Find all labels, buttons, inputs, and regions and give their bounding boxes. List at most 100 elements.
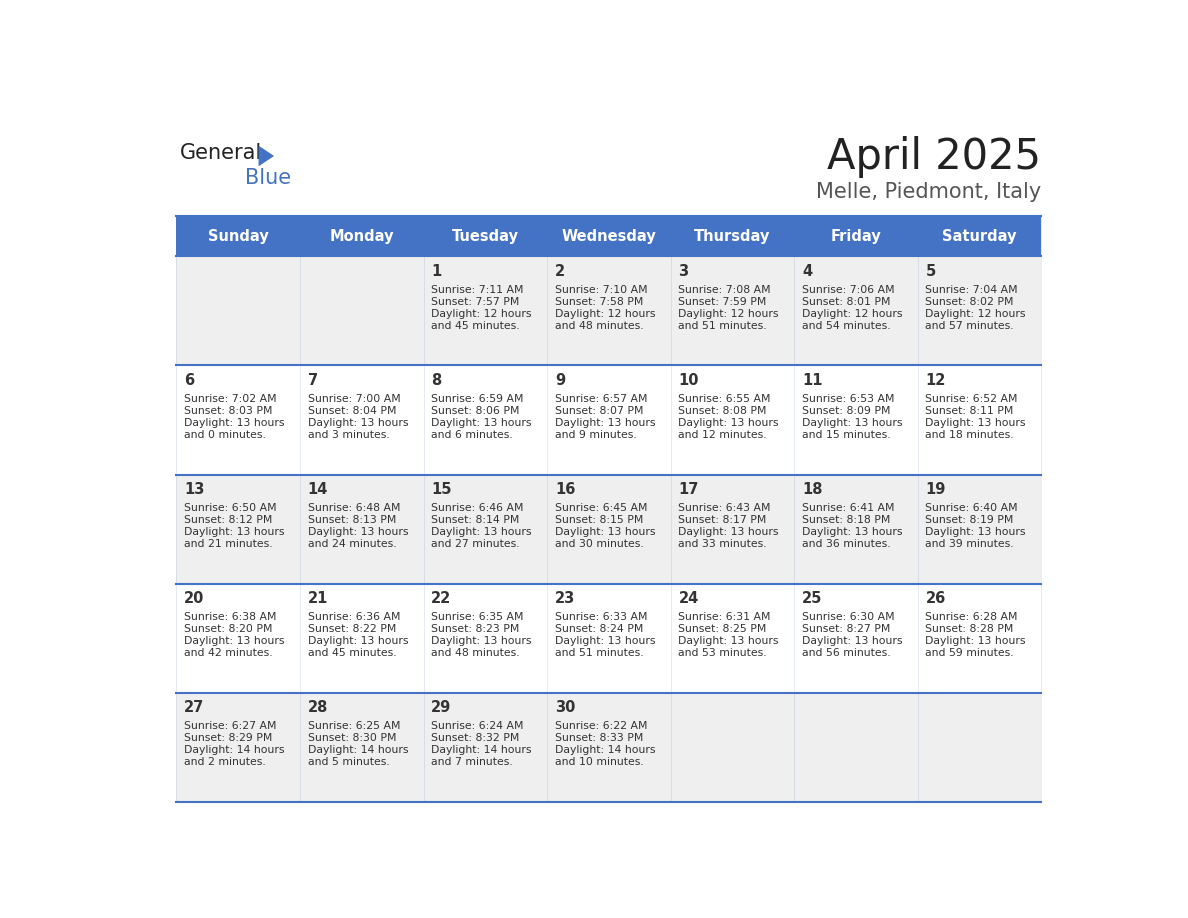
Bar [671,365,795,475]
Text: 9: 9 [555,374,565,388]
Text: Sunrise: 6:38 AM: Sunrise: 6:38 AM [184,612,277,622]
Bar [671,584,795,692]
Bar [795,256,918,365]
Text: Sunset: 8:32 PM: Sunset: 8:32 PM [431,733,519,743]
Text: Sunset: 8:23 PM: Sunset: 8:23 PM [431,624,519,634]
Text: 2: 2 [555,264,565,279]
Bar [176,365,299,475]
Bar [795,475,918,584]
Text: Sunset: 8:14 PM: Sunset: 8:14 PM [431,515,519,525]
Text: Sunset: 8:09 PM: Sunset: 8:09 PM [802,406,891,416]
Text: and 30 minutes.: and 30 minutes. [555,539,644,549]
Text: Sunday: Sunday [208,229,268,244]
Text: and 45 minutes.: and 45 minutes. [431,320,520,330]
Bar [423,584,546,692]
Text: Sunset: 8:07 PM: Sunset: 8:07 PM [555,406,644,416]
Text: General: General [179,143,261,163]
Text: and 15 minutes.: and 15 minutes. [802,430,891,440]
Text: Melle, Piedmont, Italy: Melle, Piedmont, Italy [816,182,1042,202]
Text: Sunset: 8:17 PM: Sunset: 8:17 PM [678,515,766,525]
Bar [918,584,1042,692]
Text: Sunset: 8:25 PM: Sunset: 8:25 PM [678,624,766,634]
Bar [546,692,671,801]
Text: Sunrise: 6:31 AM: Sunrise: 6:31 AM [678,612,771,622]
Bar [795,692,918,801]
Text: and 51 minutes.: and 51 minutes. [678,320,767,330]
Text: and 45 minutes.: and 45 minutes. [308,648,397,658]
Text: Blue: Blue [246,168,291,188]
Text: 24: 24 [678,591,699,606]
Text: Sunrise: 6:40 AM: Sunrise: 6:40 AM [925,503,1018,513]
Text: Thursday: Thursday [694,229,771,244]
Text: Sunset: 8:19 PM: Sunset: 8:19 PM [925,515,1013,525]
Text: Sunrise: 6:59 AM: Sunrise: 6:59 AM [431,394,524,404]
Text: Saturday: Saturday [942,229,1017,244]
Text: and 36 minutes.: and 36 minutes. [802,539,891,549]
Bar [176,475,299,584]
Text: 12: 12 [925,374,946,388]
Text: Sunrise: 6:36 AM: Sunrise: 6:36 AM [308,612,400,622]
Text: 20: 20 [184,591,204,606]
Text: Sunrise: 7:08 AM: Sunrise: 7:08 AM [678,285,771,295]
Text: and 51 minutes.: and 51 minutes. [555,648,644,658]
Text: Daylight: 13 hours: Daylight: 13 hours [925,418,1026,428]
Text: and 24 minutes.: and 24 minutes. [308,539,397,549]
Text: and 48 minutes.: and 48 minutes. [431,648,520,658]
Text: 7: 7 [308,374,318,388]
Bar [546,256,671,365]
Bar [671,256,795,365]
Text: Sunrise: 6:24 AM: Sunrise: 6:24 AM [431,721,524,731]
Text: Daylight: 13 hours: Daylight: 13 hours [802,418,903,428]
Text: and 0 minutes.: and 0 minutes. [184,430,266,440]
Text: and 18 minutes.: and 18 minutes. [925,430,1015,440]
Text: Sunrise: 7:06 AM: Sunrise: 7:06 AM [802,285,895,295]
Bar [671,692,795,801]
Text: Sunset: 7:58 PM: Sunset: 7:58 PM [555,297,643,307]
Text: Sunset: 8:15 PM: Sunset: 8:15 PM [555,515,643,525]
Text: and 53 minutes.: and 53 minutes. [678,648,767,658]
Text: Sunrise: 6:28 AM: Sunrise: 6:28 AM [925,612,1018,622]
Text: 25: 25 [802,591,822,606]
Text: Daylight: 14 hours: Daylight: 14 hours [184,744,285,755]
Text: Sunset: 8:22 PM: Sunset: 8:22 PM [308,624,396,634]
Text: and 2 minutes.: and 2 minutes. [184,756,266,767]
Text: Sunrise: 6:22 AM: Sunrise: 6:22 AM [555,721,647,731]
Text: Daylight: 13 hours: Daylight: 13 hours [925,636,1026,646]
Text: Daylight: 13 hours: Daylight: 13 hours [555,527,656,537]
Text: and 56 minutes.: and 56 minutes. [802,648,891,658]
Text: Sunrise: 6:33 AM: Sunrise: 6:33 AM [555,612,647,622]
Text: and 42 minutes.: and 42 minutes. [184,648,273,658]
Text: 30: 30 [555,700,575,715]
Bar [546,584,671,692]
Text: 28: 28 [308,700,328,715]
Text: 19: 19 [925,482,946,498]
Text: Daylight: 12 hours: Daylight: 12 hours [925,308,1026,319]
Text: 16: 16 [555,482,575,498]
Polygon shape [259,146,274,166]
Text: Daylight: 12 hours: Daylight: 12 hours [555,308,656,319]
Bar [546,475,671,584]
Text: Daylight: 12 hours: Daylight: 12 hours [678,308,779,319]
Bar [546,365,671,475]
Text: 15: 15 [431,482,451,498]
Bar [918,365,1042,475]
Text: Daylight: 13 hours: Daylight: 13 hours [678,636,779,646]
Bar [795,365,918,475]
Text: Sunset: 7:57 PM: Sunset: 7:57 PM [431,297,519,307]
Text: Sunrise: 7:00 AM: Sunrise: 7:00 AM [308,394,400,404]
Text: Sunset: 8:29 PM: Sunset: 8:29 PM [184,733,272,743]
Bar [423,365,546,475]
Bar [299,256,423,365]
Text: 18: 18 [802,482,822,498]
Text: Sunrise: 7:04 AM: Sunrise: 7:04 AM [925,285,1018,295]
Bar [176,584,299,692]
Text: and 10 minutes.: and 10 minutes. [555,756,644,767]
Bar [918,256,1042,365]
Text: Sunrise: 6:46 AM: Sunrise: 6:46 AM [431,503,524,513]
Text: and 9 minutes.: and 9 minutes. [555,430,637,440]
Text: 14: 14 [308,482,328,498]
Text: Daylight: 13 hours: Daylight: 13 hours [555,636,656,646]
Text: and 7 minutes.: and 7 minutes. [431,756,513,767]
Text: Sunset: 8:06 PM: Sunset: 8:06 PM [431,406,520,416]
Text: Daylight: 14 hours: Daylight: 14 hours [308,744,409,755]
